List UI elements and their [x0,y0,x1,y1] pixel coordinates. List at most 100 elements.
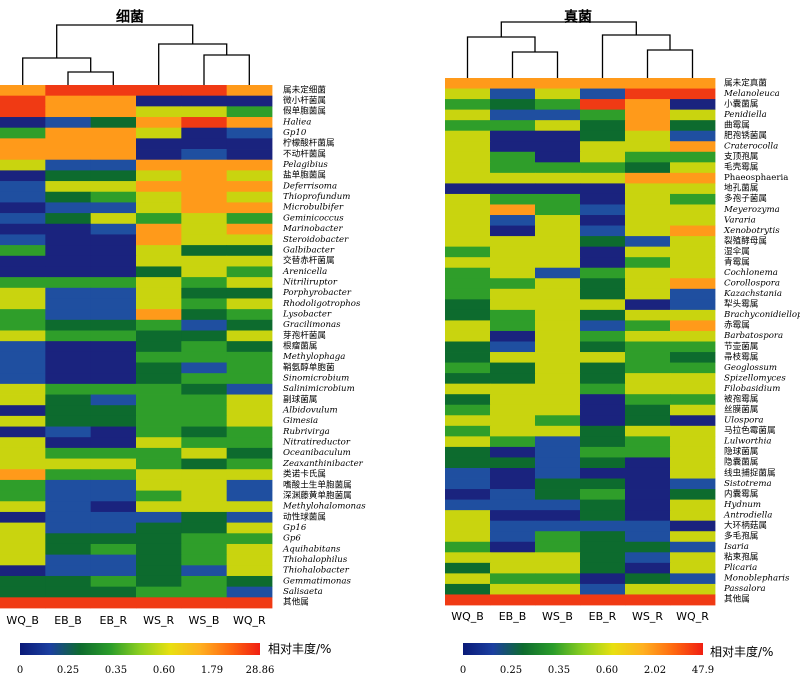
heatmap-cell [580,320,626,332]
heatmap-cell [181,522,228,534]
heatmap-cell [90,437,137,449]
heatmap-cell [535,183,581,195]
heatmap-cell [445,510,491,522]
heatmap-cell [0,223,46,235]
heatmap-cell [580,404,626,416]
row-label: Gimesia [283,416,318,426]
heatmap-cell [0,501,46,513]
heatmap-cell [0,202,46,214]
heatmap-cell [445,436,491,448]
row-label: 属未定细菌 [283,83,326,95]
heatmap-cell [580,415,626,427]
heatmap-cell [580,436,626,448]
heatmap-cell [0,255,46,267]
heatmap-cell [226,341,273,353]
heatmap-cell [0,426,46,438]
heatmap-cell [90,106,137,118]
heatmap-cell [445,562,491,574]
heatmap-cell [136,501,182,513]
heatmap-cell [90,287,137,299]
heatmap-cell [181,405,228,417]
heatmap-cell [181,266,228,278]
heatmap-cell [490,278,536,290]
heatmap-cell [226,373,273,385]
heatmap-cell [535,373,581,385]
heatmap-cell [0,543,46,556]
heatmap-cell [90,245,137,257]
heatmap-cell [226,159,273,171]
heatmap-cell [445,288,491,300]
heatmap-cell [625,225,671,237]
heatmap-panel-2: 真菌属未定真菌Melanoleuca小囊菌属Penidiella曲霉属肥孢锈菌属… [445,9,800,676]
heatmap-cells [445,78,716,606]
heatmap-cell [90,362,137,374]
heatmap-cell [445,457,491,469]
heatmap-cell [445,130,491,142]
heatmap-cell [0,479,46,491]
heatmap-cell [670,583,716,595]
heatmap-cell [45,522,92,534]
heatmap-cell [226,554,273,566]
row-label: Monoblepharis [723,574,790,584]
heatmap-cell [670,109,716,121]
heatmap-cell [45,149,92,161]
heatmap-cell [490,373,536,385]
heatmap-cell [226,277,273,289]
row-label: Lulworthia [723,437,772,447]
heatmap-cell [490,162,536,174]
heatmap-cell [0,298,46,310]
heatmap-cell [45,138,92,150]
row-label: 隐囊菌属 [724,456,758,468]
heatmap-cell [490,130,536,142]
row-label: Hydnum [723,500,761,510]
heatmap-cell [45,191,92,203]
heatmap-cell [136,575,182,588]
heatmap-cell [490,99,536,111]
row-label: 湿伞属 [724,245,750,257]
heatmap-cell [90,138,137,150]
heatmap-cell [181,106,228,118]
heatmap-cell [535,172,581,184]
heatmap-cell [0,490,46,502]
heatmap-cell [625,510,671,522]
heatmap-cell [226,351,273,363]
heatmap-cell [490,573,536,585]
heatmap-cell [445,236,491,248]
heatmap-cell [670,141,716,153]
heatmap-cell [625,299,671,311]
heatmap-cell [625,288,671,300]
row-label: Passalora [723,584,766,594]
heatmap-cell [90,159,137,171]
row-label: Pelagibius [282,160,328,170]
row-label: Sistotrema [724,479,772,489]
row-label: Gp6 [283,534,301,544]
heatmap-cell [136,159,182,171]
heatmap-cell [90,394,137,406]
heatmap-cell [445,225,491,237]
heatmap-cell [625,320,671,332]
heatmap-cell [181,298,228,310]
heatmap-cell [580,309,626,321]
heatmap-cell [670,225,716,237]
row-label: Sinomicrobium [283,374,349,384]
heatmap-cell [136,170,182,182]
legend-label: 相对丰度/% [710,644,773,659]
heatmap-cell [45,511,92,524]
heatmap-cell [580,362,626,374]
heatmap-cell [535,141,581,153]
heatmap-cell [226,127,273,139]
heatmap-cell [181,309,228,321]
heatmap-cell [445,478,491,490]
heatmap-cell [226,575,273,588]
heatmap-cell [45,255,92,267]
heatmap-cell [136,383,182,395]
heatmap-cell [670,383,716,395]
heatmap-cell [625,278,671,290]
panel-title: 细菌 [116,9,144,26]
row-label: Penidiella [723,110,767,120]
row-label: Salinimicrobium [283,384,355,394]
heatmap-cell [45,213,92,225]
heatmap-cell [445,573,491,585]
heatmap-cell [45,575,92,588]
heatmap-cell [490,141,536,153]
